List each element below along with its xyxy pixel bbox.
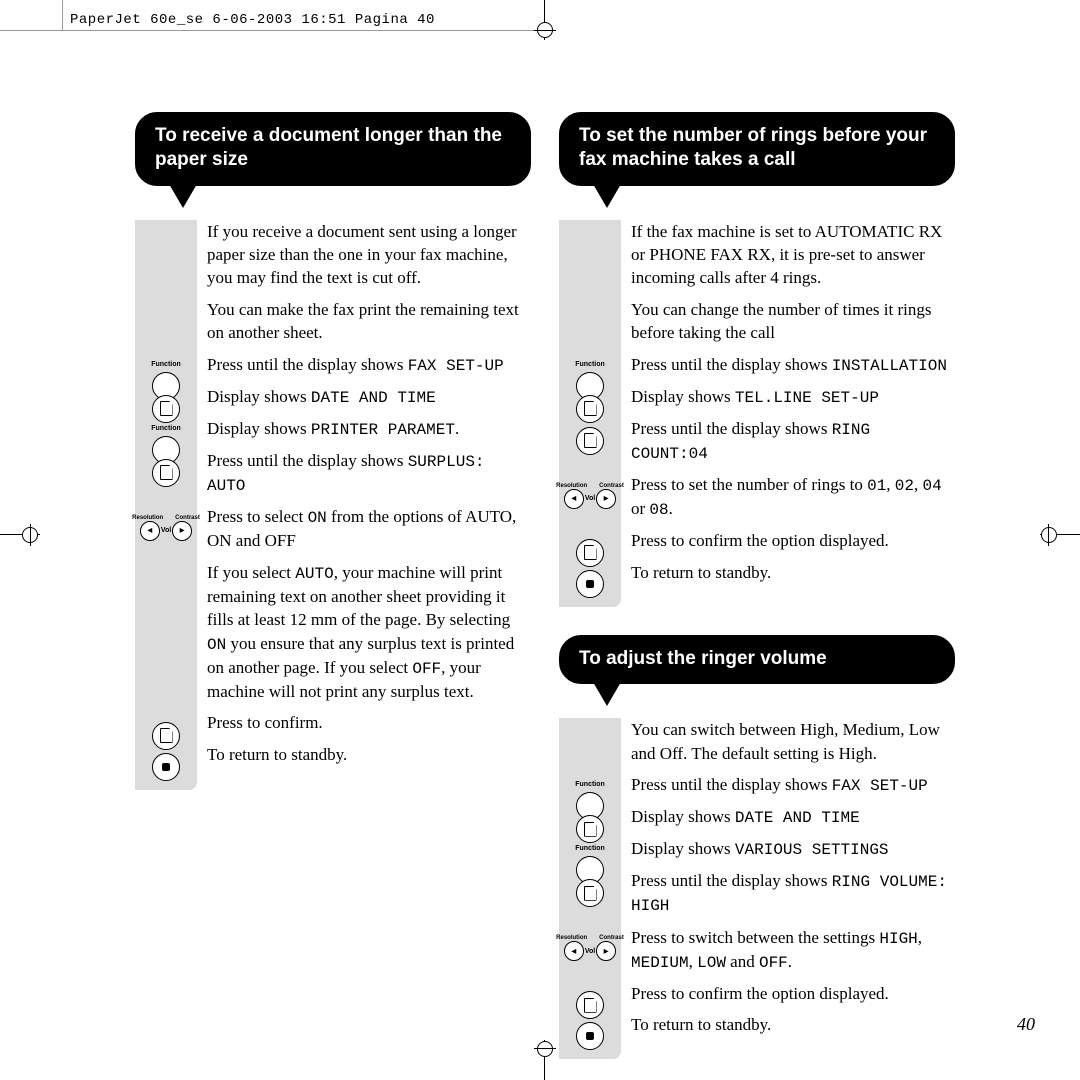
text-column: If you receive a document sent using a l… (197, 220, 531, 790)
lcd-text: SURPLUS: AUTO (207, 453, 485, 495)
lcd-text: 01 (867, 477, 886, 495)
lcd-text: OFF (412, 660, 441, 678)
stop-button-icon (576, 1022, 604, 1050)
start-button-icon (576, 395, 604, 423)
section-body: Function Function ResolutionContrastVol If … (135, 220, 531, 790)
function-label: Function (575, 781, 605, 788)
instruction-step: Press to confirm the option displayed. (631, 982, 955, 1005)
section-receive-long-doc: To receive a document longer than the pa… (135, 112, 531, 790)
instruction-step: If the fax machine is set to AUTOMATIC R… (631, 220, 955, 290)
lcd-text: ON (207, 636, 226, 654)
icon-strip: Function Function ResolutionContrastVol (559, 718, 621, 1059)
icon-strip: Function ResolutionContrastVol (559, 220, 621, 607)
function-label: Function (575, 845, 605, 852)
lcd-text: TEL.LINE SET-UP (735, 389, 879, 407)
crop-mark-right (1040, 520, 1080, 550)
start-button-icon (152, 722, 180, 750)
lcd-text: LOW (697, 954, 726, 972)
lcd-text: DATE AND TIME (735, 809, 860, 827)
title-pointer-icon (593, 682, 621, 706)
instruction-step: Press to confirm the option displayed. (631, 529, 955, 552)
volume-buttons-icon: ResolutionContrastVol (132, 515, 200, 541)
lcd-text: RING COUNT:04 (631, 421, 870, 463)
trim-rule-h (0, 30, 540, 31)
lcd-text: 04 (923, 477, 942, 495)
lcd-text: HIGH (879, 930, 917, 948)
instruction-step: Press until the display shows INSTALLATI… (631, 353, 955, 377)
instruction-step: Display shows DATE AND TIME (207, 385, 531, 409)
section-title: To set the number of rings before your f… (559, 112, 955, 186)
instruction-step: You can switch between High, Medium, Low… (631, 718, 955, 765)
left-column: To receive a document longer than the pa… (135, 112, 531, 1059)
lcd-text: RING VOLUME: HIGH (631, 873, 947, 915)
crop-mark-left (0, 520, 40, 550)
start-button-icon (576, 879, 604, 907)
start-button-icon (152, 395, 180, 423)
section-number-of-rings: To set the number of rings before your f… (559, 112, 955, 607)
crop-mark-top (530, 0, 560, 40)
function-label: Function (575, 361, 605, 368)
start-button-icon (576, 991, 604, 1019)
instruction-step: If you receive a document sent using a l… (207, 220, 531, 290)
lcd-text: OFF (759, 954, 788, 972)
page-number: 40 (1017, 1014, 1035, 1035)
content-area: To receive a document longer than the pa… (135, 112, 955, 1059)
section-body: Function ResolutionContrastVol If the fax … (559, 220, 955, 607)
title-pointer-icon (593, 184, 621, 208)
lcd-text: 08 (649, 501, 668, 519)
start-button-icon (576, 539, 604, 567)
lcd-text: AUTO (295, 565, 333, 583)
instruction-step: Press to switch between the settings HIG… (631, 926, 955, 974)
volume-buttons-icon: ResolutionContrastVol (556, 483, 624, 509)
lcd-text: MEDIUM (631, 954, 689, 972)
start-button-icon (152, 459, 180, 487)
instruction-step: If you select AUTO, your machine will pr… (207, 561, 531, 704)
trim-rule-v (62, 0, 63, 30)
instruction-step: Press to set the number of rings to 01, … (631, 473, 955, 521)
instruction-step: Press until the display shows RING COUNT… (631, 417, 955, 465)
start-button-icon (576, 427, 604, 455)
title-pointer-icon (169, 184, 197, 208)
section-body: Function Function ResolutionContrastVol You… (559, 718, 955, 1059)
instruction-step: Display shows VARIOUS SETTINGS (631, 837, 955, 861)
volume-buttons-icon: ResolutionContrastVol (556, 935, 624, 961)
lcd-text: 02 (895, 477, 914, 495)
instruction-step: Press until the display shows SURPLUS: A… (207, 449, 531, 497)
instruction-step: Press to select ON from the options of A… (207, 505, 531, 553)
instruction-step: To return to standby. (207, 743, 531, 766)
function-label: Function (151, 425, 181, 432)
lcd-text: ON (308, 509, 327, 527)
instruction-step: Press until the display shows FAX SET-UP (207, 353, 531, 377)
section-title: To receive a document longer than the pa… (135, 112, 531, 186)
lcd-text: DATE AND TIME (311, 389, 436, 407)
text-column: You can switch between High, Medium, Low… (621, 718, 955, 1059)
instruction-step: Press until the display shows FAX SET-UP (631, 773, 955, 797)
start-button-icon (576, 815, 604, 843)
lcd-text: INSTALLATION (832, 357, 947, 375)
section-ringer-volume: To adjust the ringer volume FunctionFunc… (559, 635, 955, 1060)
lcd-text: VARIOUS SETTINGS (735, 841, 889, 859)
stop-button-icon (152, 753, 180, 781)
instruction-step: You can make the fax print the remaining… (207, 298, 531, 345)
lcd-text: PRINTER PARAMET (311, 421, 455, 439)
icon-strip: Function Function ResolutionContrastVol (135, 220, 197, 790)
instruction-step: To return to standby. (631, 561, 955, 584)
instruction-step: Display shows DATE AND TIME (631, 805, 955, 829)
instruction-step: Press until the display shows RING VOLUM… (631, 869, 955, 917)
instruction-step: Display shows TEL.LINE SET-UP (631, 385, 955, 409)
stop-button-icon (576, 570, 604, 598)
right-column: To set the number of rings before your f… (559, 112, 955, 1059)
function-label: Function (151, 361, 181, 368)
section-title: To adjust the ringer volume (559, 635, 955, 685)
instruction-step: Press to confirm. (207, 711, 531, 734)
instruction-step: To return to standby. (631, 1013, 955, 1036)
text-column: If the fax machine is set to AUTOMATIC R… (621, 220, 955, 607)
lcd-text: FAX SET-UP (408, 357, 504, 375)
instruction-step: You can change the number of times it ri… (631, 298, 955, 345)
slug-line: PaperJet 60e_se 6-06-2003 16:51 Pagina 4… (70, 12, 435, 28)
lcd-text: FAX SET-UP (832, 777, 928, 795)
instruction-step: Display shows PRINTER PARAMET. (207, 417, 531, 441)
